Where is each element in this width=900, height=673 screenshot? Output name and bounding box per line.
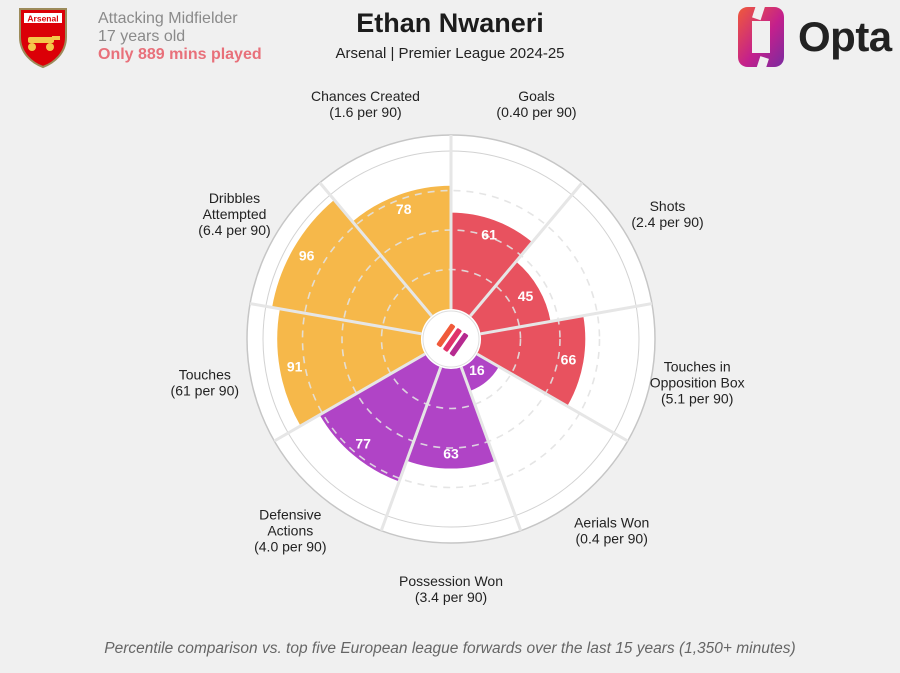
player-age: 17 years old <box>98 28 186 45</box>
arsenal-crest-icon: Arsenal <box>19 8 67 69</box>
chart-subtitle: Arsenal | Premier League 2024-25 <box>335 45 565 62</box>
value-label-defensive-actions: 77 <box>355 436 371 452</box>
value-label-goals: 61 <box>481 226 497 242</box>
opta-logo-icon <box>738 5 784 71</box>
radar-spoke <box>379 366 443 532</box>
radar-spoke <box>459 366 523 532</box>
radar-spoke <box>249 302 422 336</box>
radar-spoke <box>318 181 433 317</box>
center-logo-icon <box>436 323 469 357</box>
bar-shots <box>470 261 551 334</box>
radar-spoke <box>476 352 629 443</box>
category-label-aerials-won: Aerials Won (0.4 per 90) <box>574 515 649 547</box>
radar-spoke <box>480 302 653 336</box>
opta-wordmark: Opta <box>798 13 892 60</box>
bar-possession-won <box>406 367 496 469</box>
value-label-touches: 91 <box>287 359 303 375</box>
minutes-played: Only 889 mins played <box>98 46 262 63</box>
category-label-touches: Touches (61 per 90) <box>171 366 239 398</box>
player-info: Attacking Midfielder 17 years old Only 8… <box>98 10 262 64</box>
value-label-possession-won: 63 <box>443 446 459 462</box>
category-label-chances-created: Chances Created (1.6 per 90) <box>311 88 420 120</box>
player-position: Attacking Midfielder <box>98 10 238 27</box>
crest-wordmark: Arsenal <box>27 14 58 24</box>
bar-aerials-won <box>461 354 499 391</box>
category-label-touches-in-opposition-box: Touches in Opposition Box (5.1 per 90) <box>650 358 745 406</box>
category-label-defensive-actions: Defensive Actions (4.0 per 90) <box>254 507 326 555</box>
value-label-dribbles-attempted: 96 <box>299 248 315 264</box>
footnote: Percentile comparison vs. top five Europ… <box>104 640 796 657</box>
bar-touches-in-opposition-box <box>476 315 586 407</box>
value-label-aerials-won: 16 <box>469 362 485 378</box>
bar-dribbles-attempted <box>272 199 432 334</box>
category-label-dribbles-attempted: Dribbles Attempted (6.4 per 90) <box>198 190 270 238</box>
category-label-goals: Goals (0.40 per 90) <box>496 88 576 120</box>
category-label-possession-won: Possession Won (3.4 per 90) <box>399 573 503 605</box>
value-label-chances-created: 78 <box>396 201 412 217</box>
radar-spoke <box>273 352 426 443</box>
bar-chances-created <box>352 185 451 317</box>
value-label-touches-in-opposition-box: 66 <box>561 352 577 368</box>
bar-goals <box>451 212 533 317</box>
radar-grid-dashed-ring <box>301 189 601 489</box>
value-label-shots: 45 <box>518 288 534 304</box>
radar-spoke <box>469 181 584 317</box>
chart-title: Ethan Nwaneri <box>356 8 544 38</box>
category-label-shots: Shots (2.4 per 90) <box>631 198 703 230</box>
